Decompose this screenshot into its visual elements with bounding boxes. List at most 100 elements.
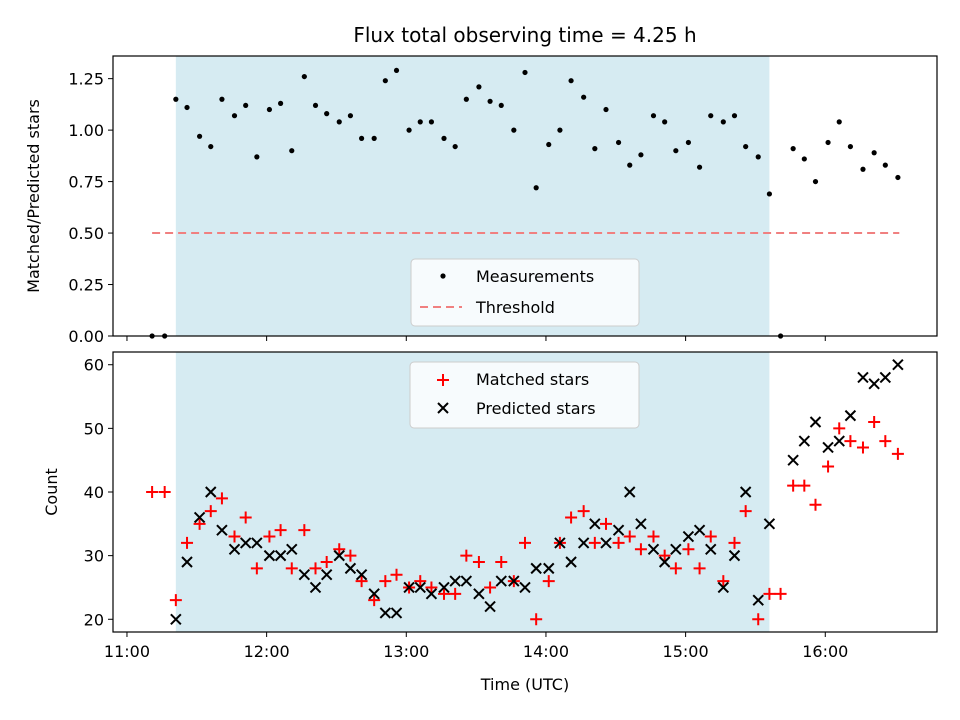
matched-star-point [460, 549, 473, 562]
ratio-y-tick-label: 1.25 [68, 70, 104, 89]
measurement-point [476, 84, 482, 90]
matched-star-point [704, 530, 717, 543]
predicted-star-point [717, 581, 730, 594]
ratio-legend: Measurements Threshold [410, 258, 640, 327]
count-x-tick-label: 15:00 [663, 642, 709, 661]
measurement-point [731, 113, 738, 119]
predicted-star-point [438, 581, 450, 594]
legend-predicted-label: Predicted stars [476, 399, 596, 418]
legend-threshold-label: Threshold [475, 298, 555, 317]
ratio-y-tick-label: 0.00 [68, 327, 104, 346]
measurement-point [895, 174, 901, 181]
predicted-star-point [879, 371, 892, 384]
predicted-star-point [787, 454, 799, 466]
predicted-star-point [809, 416, 822, 428]
matched-star-point [344, 549, 357, 562]
predicted-star-point [682, 530, 695, 543]
measurement-point [615, 139, 622, 146]
measurement-point [441, 135, 447, 141]
measurement-point [277, 100, 284, 106]
measurement-point [371, 135, 377, 141]
count-legend-box [409, 361, 640, 429]
matched-star-point [763, 587, 776, 600]
matched-star-point [634, 543, 647, 556]
matched-star-point [437, 587, 450, 600]
predicted-star-point [670, 543, 682, 555]
matched-star-point [623, 530, 636, 543]
measurement-point [766, 191, 773, 197]
predicted-star-point [600, 537, 612, 549]
measurement-point [324, 111, 330, 117]
measurement-point [336, 119, 342, 125]
predicted-star-point [286, 543, 298, 555]
predicted-star-point [647, 543, 660, 555]
measurement-point [243, 102, 249, 109]
predicted-star-point [170, 613, 182, 625]
predicted-star-point [274, 549, 287, 562]
matched-star-point [215, 492, 228, 505]
measurement-point [755, 154, 761, 160]
predicted-star-point [752, 594, 764, 606]
predicted-star-point [390, 607, 403, 619]
matched-star-point [228, 530, 241, 543]
chart-title: Flux total observing time = 4.25 h [353, 23, 696, 47]
predicted-star-point [857, 371, 869, 384]
matched-star-point [414, 575, 427, 588]
predicted-star-point [739, 486, 752, 498]
matched-star-point [298, 524, 311, 537]
count-x-ticks: 11:00 12:00 13:00 14:00 15:00 16:00 [104, 632, 848, 661]
matched-star-point [809, 498, 822, 511]
predicted-star-point [577, 537, 590, 549]
predicted-star-point [414, 581, 426, 594]
predicted-star-point [181, 556, 193, 568]
matched-star-point [274, 524, 287, 537]
matched-star-point [169, 594, 182, 607]
matched-star-point [833, 422, 846, 435]
matched-star-point [752, 613, 765, 626]
measurement-point [301, 73, 307, 80]
predicted-star-point [543, 562, 555, 575]
predicted-star-point [449, 575, 461, 587]
predicted-star-point [193, 511, 206, 524]
matched-star-point [600, 517, 613, 530]
measurement-point [557, 127, 563, 133]
matched-star-point [495, 556, 508, 568]
predicted-star-point [554, 537, 566, 549]
measurement-point [882, 162, 888, 168]
matched-star-point [449, 587, 462, 600]
count-y-tick-label: 30 [84, 547, 104, 566]
predicted-star-point [844, 409, 857, 422]
matched-star-point [856, 441, 869, 454]
measurement-point [696, 164, 703, 170]
measurement-point [184, 104, 190, 111]
matched-star-point [309, 562, 322, 575]
predicted-star-point [892, 359, 904, 371]
measurement-point [208, 143, 214, 150]
measurement-point [266, 106, 273, 113]
matched-star-point [204, 505, 217, 518]
ratio-y-tick-label: 0.75 [68, 173, 104, 192]
legend-measurements-label: Measurements [476, 267, 594, 286]
matched-star-point [263, 530, 276, 543]
matched-star-point [798, 479, 811, 492]
matched-star-point [542, 575, 555, 588]
matched-star-point [647, 530, 660, 543]
matched-star-point [774, 587, 787, 600]
predicted-star-point [589, 518, 601, 530]
predicted-star-point [624, 486, 636, 498]
measurement-point [428, 119, 435, 125]
count-x-tick-label: 12:00 [244, 642, 290, 661]
predicted-star-point [460, 575, 473, 587]
measurement-point [627, 162, 633, 168]
matched-star-point [355, 575, 368, 588]
matched-star-point [891, 447, 904, 460]
matched-star-point [519, 536, 531, 549]
measurement-point [650, 113, 657, 119]
predicted-star-point [868, 378, 880, 390]
predicted-star-point [320, 569, 333, 581]
predicted-star-point [403, 581, 415, 594]
matched-star-point [333, 543, 346, 556]
measurement-point [603, 106, 609, 113]
measurement-point [347, 113, 354, 119]
